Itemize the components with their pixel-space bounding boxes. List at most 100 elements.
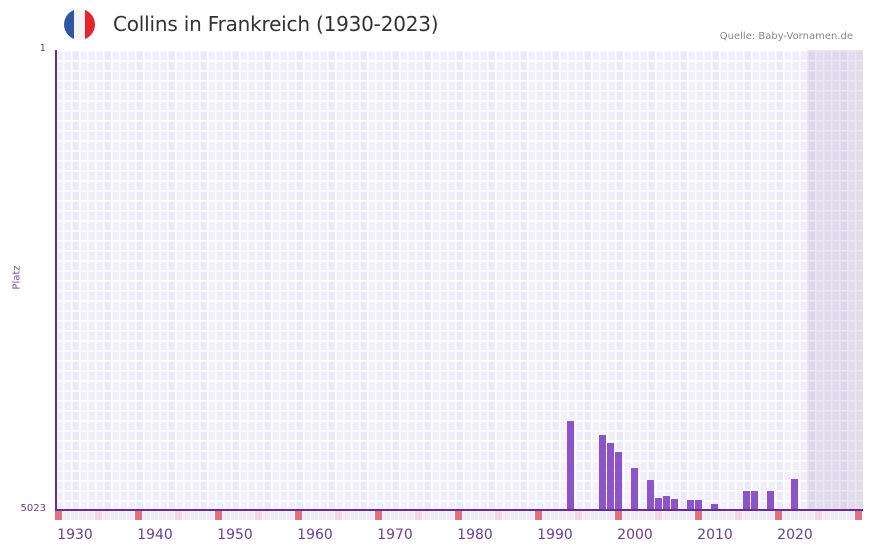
year-cell — [359, 511, 366, 520]
y-tick-bottom: 5023 — [20, 503, 46, 514]
year-cell — [551, 511, 558, 520]
year-cell — [167, 511, 174, 520]
year-cell — [767, 511, 774, 520]
year-cell — [279, 511, 286, 520]
bar-1996[interactable] — [599, 435, 606, 510]
bar-1998[interactable] — [615, 452, 622, 510]
year-cell — [719, 511, 726, 520]
bar-2007[interactable] — [687, 500, 694, 510]
year-cell — [303, 511, 310, 520]
x-tick-2020: 2020 — [777, 527, 813, 543]
decade-marker — [55, 511, 62, 520]
decade-marker — [855, 511, 862, 520]
decade-marker — [135, 511, 142, 520]
y-tick-top: 1 — [39, 43, 46, 54]
year-cell — [151, 511, 158, 520]
year-cell — [207, 511, 214, 520]
year-cell — [191, 511, 198, 520]
decade-marker — [775, 511, 782, 520]
plot-area — [55, 50, 863, 510]
year-cell — [399, 511, 406, 520]
year-cell — [223, 511, 230, 520]
year-cell — [703, 511, 710, 520]
year-cell — [503, 511, 510, 520]
year-cell — [519, 511, 526, 520]
bar-2005[interactable] — [671, 499, 678, 510]
bar-2010[interactable] — [711, 504, 718, 510]
half-decade-marker — [175, 511, 182, 520]
year-cell — [183, 511, 190, 520]
bar-1992[interactable] — [567, 421, 574, 510]
bar-2002[interactable] — [647, 480, 654, 510]
year-cell — [663, 511, 670, 520]
year-cell — [247, 511, 254, 520]
year-cell — [463, 511, 470, 520]
year-cell — [647, 511, 654, 520]
decade-marker — [535, 511, 542, 520]
year-cell — [599, 511, 606, 520]
year-cell — [471, 511, 478, 520]
year-cell — [751, 511, 758, 520]
year-cell — [583, 511, 590, 520]
flag-blue — [64, 9, 75, 40]
year-cell — [439, 511, 446, 520]
x-tick-1990: 1990 — [537, 527, 573, 543]
year-cell — [311, 511, 318, 520]
year-cell — [79, 511, 86, 520]
half-decade-marker — [815, 511, 822, 520]
bar-2020[interactable] — [791, 479, 798, 510]
year-cell — [63, 511, 70, 520]
bar-2014[interactable] — [743, 491, 750, 510]
bar-2003[interactable] — [655, 498, 662, 510]
bar-2008[interactable] — [695, 500, 702, 510]
year-cell — [711, 511, 718, 520]
bar-2017[interactable] — [767, 491, 774, 510]
decade-marker — [455, 511, 462, 520]
decade-marker — [375, 511, 382, 520]
year-cell — [143, 511, 150, 520]
year-cell — [823, 511, 830, 520]
year-cell — [431, 511, 438, 520]
bar-1997[interactable] — [607, 443, 614, 510]
half-decade-marker — [335, 511, 342, 520]
y-axis-label: Platz — [11, 265, 23, 290]
year-cell — [287, 511, 294, 520]
half-decade-marker — [415, 511, 422, 520]
year-cell — [343, 511, 350, 520]
x-tick-1980: 1980 — [457, 527, 493, 543]
half-decade-marker — [255, 511, 262, 520]
bar-2015[interactable] — [751, 491, 758, 510]
year-marker-strip — [55, 511, 863, 520]
year-cell — [727, 511, 734, 520]
year-cell — [559, 511, 566, 520]
half-decade-marker — [655, 511, 662, 520]
bar-2004[interactable] — [663, 496, 670, 510]
year-cell — [607, 511, 614, 520]
decade-marker — [615, 511, 622, 520]
year-cell — [391, 511, 398, 520]
half-decade-marker — [95, 511, 102, 520]
year-cell — [327, 511, 334, 520]
chart-title: Collins in Frankreich (1930-2023) — [113, 12, 439, 36]
bar-2000[interactable] — [631, 468, 638, 510]
y-axis-line — [55, 50, 57, 511]
year-cell — [543, 511, 550, 520]
year-cell — [783, 511, 790, 520]
flag-red — [84, 9, 95, 40]
year-cell — [791, 511, 798, 520]
half-decade-marker — [735, 511, 742, 520]
year-cell — [263, 511, 270, 520]
x-axis-line — [55, 509, 863, 511]
year-cell — [111, 511, 118, 520]
year-cell — [423, 511, 430, 520]
year-cell — [591, 511, 598, 520]
year-cell — [799, 511, 806, 520]
decade-marker — [695, 511, 702, 520]
year-cell — [87, 511, 94, 520]
year-cell — [759, 511, 766, 520]
year-cell — [527, 511, 534, 520]
half-decade-marker — [495, 511, 502, 520]
source-link[interactable]: Quelle: Baby-Vornamen.de — [719, 31, 853, 42]
year-cell — [479, 511, 486, 520]
year-cell — [847, 511, 854, 520]
